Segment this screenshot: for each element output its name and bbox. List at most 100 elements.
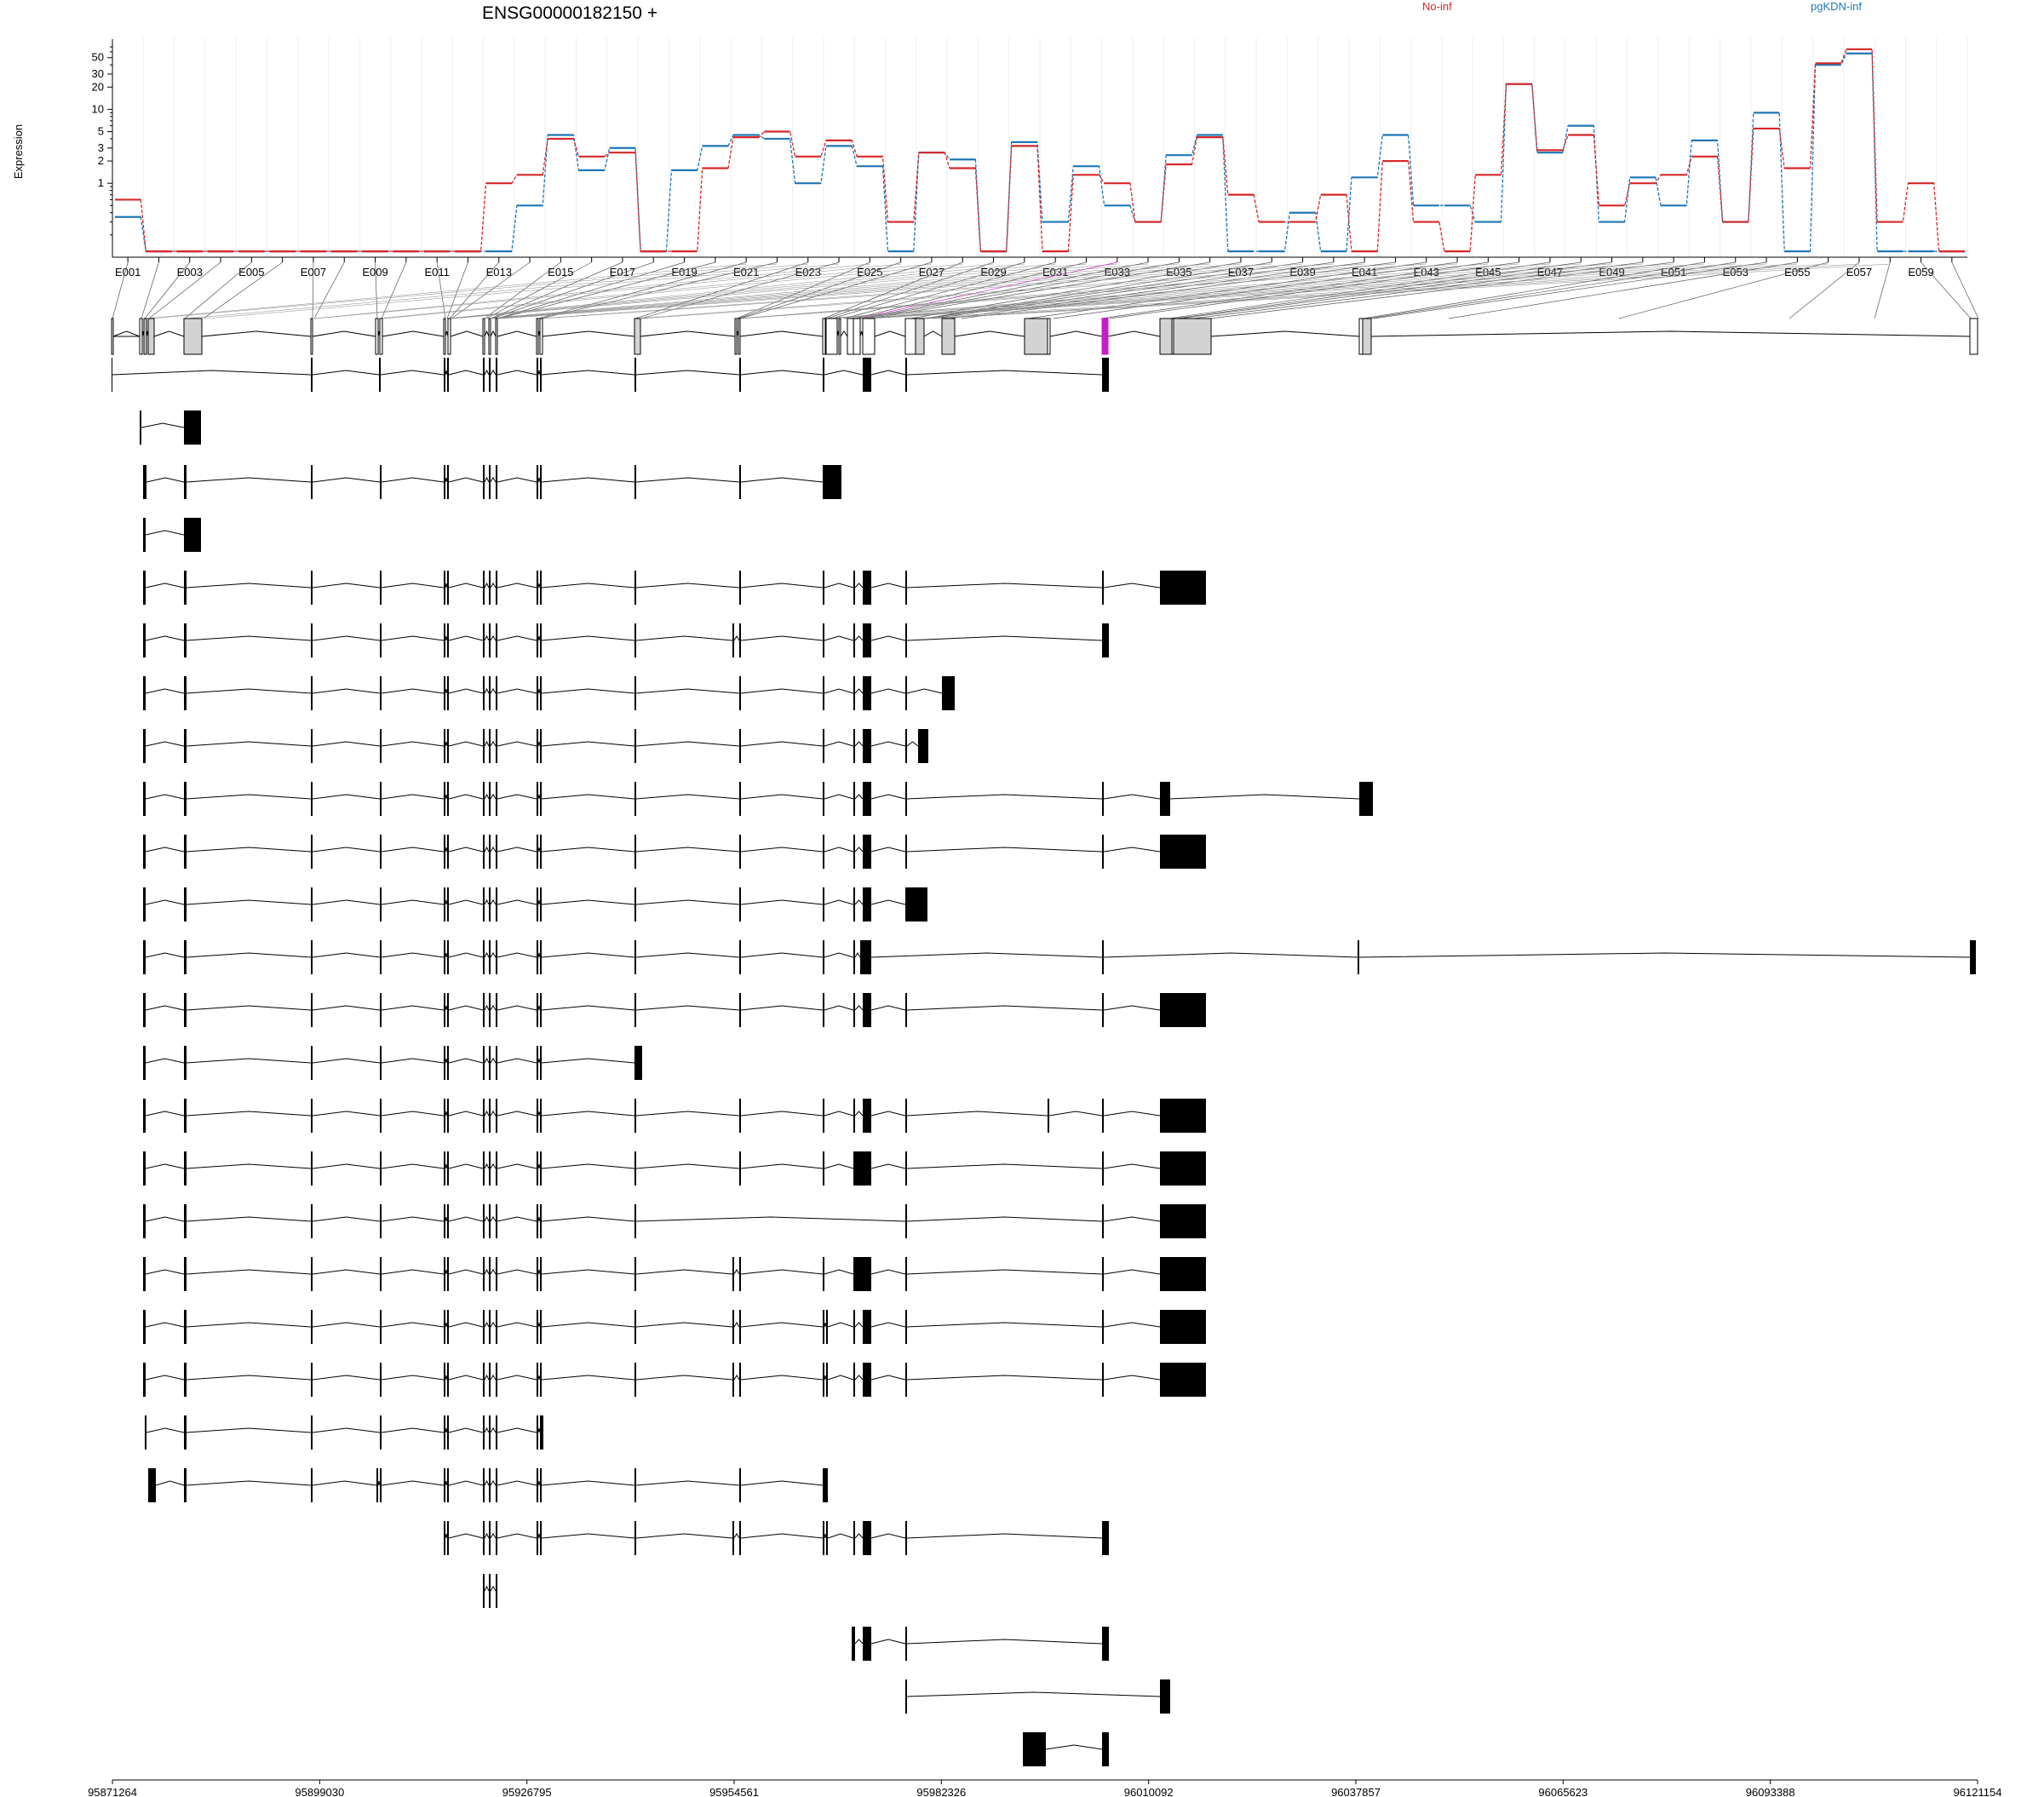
transcript-intron	[733, 1322, 740, 1328]
transcript-row	[112, 358, 1109, 392]
transcript-intron	[445, 1480, 448, 1486]
transcript-exon	[732, 623, 734, 657]
transcript-exon	[447, 1099, 449, 1133]
transcript-exon	[444, 1310, 445, 1344]
exon-connector-extra	[500, 263, 1272, 319]
transcript-exon	[444, 623, 445, 657]
transcript-exon	[905, 1204, 907, 1238]
transcript-exon	[143, 1151, 146, 1186]
gene-exon	[853, 318, 861, 355]
transcript-exon	[489, 1099, 491, 1133]
transcript-exon	[483, 1257, 485, 1291]
transcript-exon	[489, 1046, 491, 1080]
exon-connector-extra	[858, 263, 1674, 319]
transcript-intron	[541, 1058, 635, 1064]
gene-intron	[490, 330, 497, 337]
transcript-intron	[145, 847, 185, 853]
transcript-exon	[380, 835, 382, 869]
transcript-exon	[863, 676, 871, 710]
transcript-intron	[445, 1216, 448, 1222]
transcript-exon	[863, 782, 871, 816]
transcript-exon	[739, 993, 741, 1027]
transcript-intron	[824, 794, 854, 800]
transcript-intron	[870, 1375, 906, 1381]
transcript-intron	[448, 635, 484, 641]
exon-connector	[823, 261, 963, 319]
x-tick-label: E003	[177, 266, 203, 278]
transcript-exon	[853, 676, 855, 710]
transcript-intron	[1103, 1322, 1161, 1328]
gene-exon	[862, 318, 876, 355]
transcript-intron	[497, 688, 537, 694]
exon-connector	[1168, 261, 1551, 319]
transcript-exon	[853, 1363, 855, 1397]
exon-connector-extra	[824, 263, 1519, 319]
gene-exon	[482, 318, 485, 355]
exon-connector	[1951, 261, 1979, 319]
transcript-intron	[484, 634, 490, 641]
transcript-intron	[854, 847, 864, 853]
transcript-exon	[634, 1151, 636, 1186]
transcript-exon	[447, 1415, 449, 1450]
transcript-intron	[733, 1269, 740, 1275]
transcript-intron	[484, 898, 490, 905]
transcript-exon	[311, 1310, 313, 1344]
transcript-exon	[537, 729, 538, 763]
transcript-exon	[1160, 835, 1206, 869]
exon-connector	[498, 261, 715, 319]
transcript-intron	[541, 1480, 635, 1486]
gene-intron	[1049, 330, 1103, 337]
exon-connector	[1618, 261, 1829, 319]
transcript-exon	[145, 1415, 146, 1450]
exon-connector	[381, 261, 407, 319]
transcript-exon	[540, 623, 542, 657]
transcript-intron	[854, 1111, 864, 1117]
transcript-intron	[824, 952, 854, 958]
transcript-intron	[312, 1216, 381, 1222]
transcript-intron	[854, 899, 864, 905]
transcript-intron	[1048, 1111, 1103, 1117]
transcript-exon	[483, 623, 485, 657]
exon-connector	[738, 261, 901, 319]
transcript-intron	[497, 1480, 537, 1486]
transcript-intron	[870, 741, 906, 747]
transcript-intron	[497, 1111, 537, 1117]
transcript-intron	[445, 1005, 448, 1011]
gene-exon	[536, 318, 539, 355]
transcript-intron	[484, 1585, 490, 1592]
transcript-intron	[484, 846, 490, 853]
transcript-intron	[824, 1005, 854, 1011]
transcript-intron	[484, 1215, 490, 1222]
exon-connector	[203, 261, 283, 319]
exon-connector-extra	[315, 263, 901, 319]
genome-tick-label: 96010092	[1124, 1786, 1174, 1797]
transcript-exon	[739, 940, 741, 974]
transcript-row	[143, 729, 928, 763]
transcript-exon	[540, 1204, 542, 1238]
transcript-intron	[824, 1533, 827, 1539]
gene-exon	[1969, 318, 1978, 355]
transcript-intron	[448, 794, 484, 800]
transcript-intron	[490, 635, 497, 641]
transcript-intron	[541, 688, 635, 694]
gene-intron	[874, 330, 906, 337]
transcript-intron	[541, 1111, 635, 1117]
exon-connector-extra	[448, 263, 1025, 319]
x-tick-label: E011	[424, 266, 449, 278]
transcript-exon	[863, 1627, 871, 1661]
transcript-intron	[445, 952, 448, 958]
transcript-row	[145, 1415, 543, 1450]
transcript-exon	[540, 1363, 542, 1397]
transcript-exon	[311, 1468, 313, 1502]
transcript-intron	[445, 688, 448, 694]
exon-connector-extra	[204, 263, 840, 319]
exon-connector	[863, 261, 1180, 319]
transcript-intron	[740, 688, 824, 694]
y-axis-label: Expression	[12, 124, 25, 179]
transcript-intron	[635, 1111, 740, 1117]
transcript-exon	[380, 887, 382, 921]
transcript-exon	[905, 1521, 907, 1555]
transcript-exon	[739, 1151, 741, 1186]
transcript-intron	[824, 688, 854, 694]
transcript-exon	[732, 1363, 734, 1397]
